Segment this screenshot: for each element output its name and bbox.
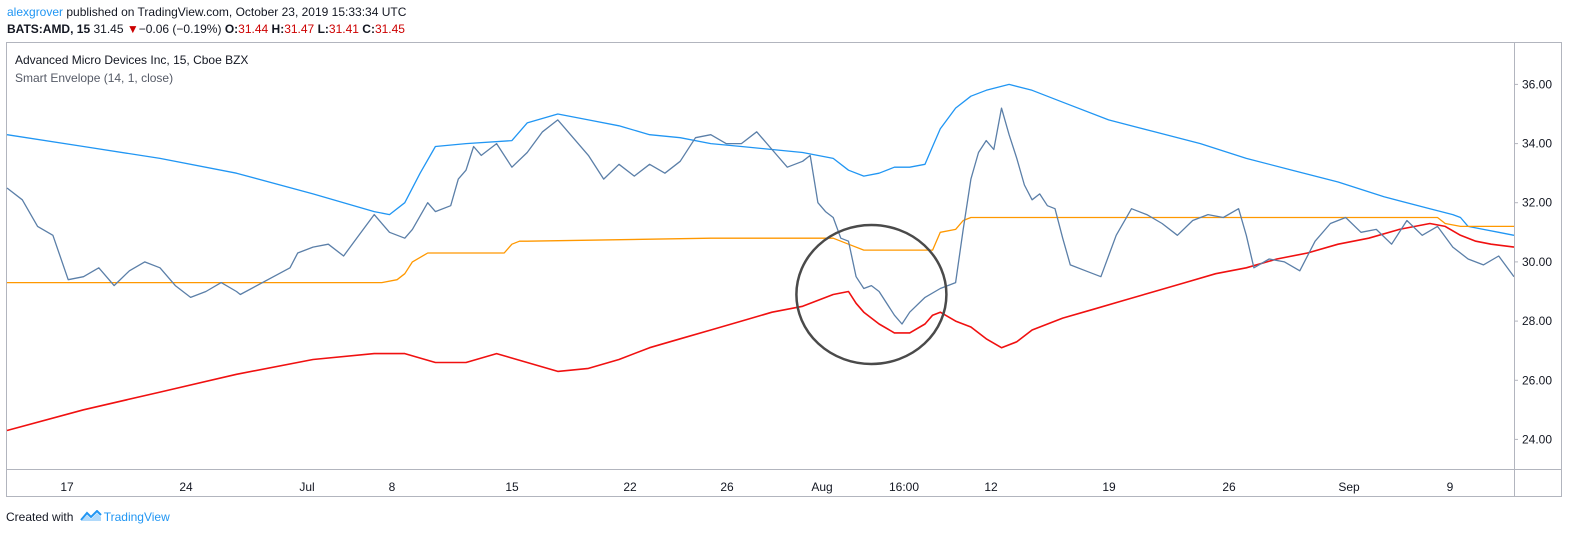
tradingview-link[interactable]: TradingView (103, 510, 170, 524)
indicator-label[interactable]: Smart Envelope (14, 1, close) (15, 71, 174, 85)
close-value: 31.45 (374, 22, 405, 36)
down-arrow-icon: ▼ (126, 22, 139, 36)
low-label: L: (317, 22, 329, 36)
created-with-text: Created with (6, 510, 74, 524)
open-value: 31.44 (238, 22, 269, 36)
ohlc-bar: BATS:AMD, 15 31.45 ▼−0.06 (−0.19%) O:31.… (7, 22, 405, 36)
last-price: 31.45 (93, 22, 124, 36)
tradingview-logo-icon (79, 509, 102, 525)
close-label: C: (362, 22, 375, 36)
published-text: published on TradingView.com, October 23… (66, 5, 407, 19)
high-label: H: (271, 22, 285, 36)
change-value: −0.06 (−0.19%) (138, 22, 222, 36)
low-value: 31.41 (328, 22, 359, 36)
high-value: 31.47 (284, 22, 315, 36)
publish-info: alexgrover published on TradingView.com,… (7, 5, 406, 19)
symbol-label: BATS:AMD, 15 (7, 22, 91, 36)
open-label: O: (224, 22, 239, 36)
author-link[interactable]: alexgrover (7, 5, 64, 19)
chart-frame[interactable] (6, 42, 1562, 497)
footer: Created with TradingView (6, 509, 170, 525)
chart-title: Advanced Micro Devices Inc, 15, Cboe BZX (15, 53, 249, 67)
